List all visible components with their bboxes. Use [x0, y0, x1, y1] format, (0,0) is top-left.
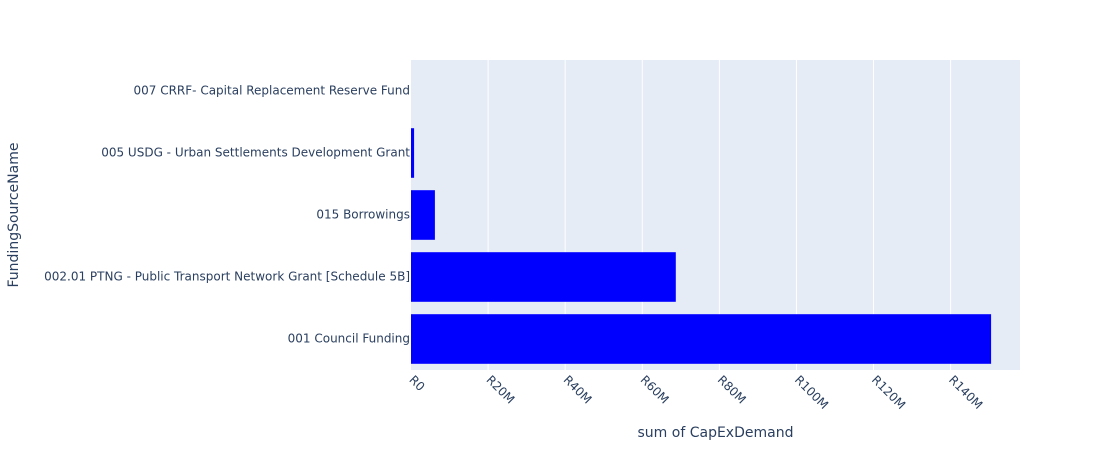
y-tick-label: 007 CRRF- Capital Replacement Reserve Fu…	[134, 84, 411, 98]
bar[interactable]	[411, 314, 992, 364]
bars	[411, 128, 992, 364]
x-tick-label: R120M	[869, 373, 908, 412]
y-tick-label: 001 Council Funding	[288, 332, 410, 346]
y-tick-label: 005 USDG - Urban Settlements Development…	[101, 146, 410, 160]
x-axis-title: sum of CapExDemand	[638, 425, 794, 441]
y-tick-label: 002.01 PTNG - Public Transport Network G…	[44, 270, 410, 284]
bar[interactable]	[411, 252, 676, 302]
x-tick-label: R40M	[561, 373, 595, 407]
bar[interactable]	[411, 128, 415, 178]
x-tick-label: R80M	[715, 373, 749, 407]
y-tick-labels: 001 Council Funding 002.01 PTNG - Public …	[44, 84, 410, 346]
x-tick-label: R20M	[483, 373, 517, 407]
bar[interactable]	[411, 190, 435, 240]
x-tick-label: R100M	[792, 373, 831, 412]
y-axis-title: FundingSourceName	[6, 143, 22, 288]
x-tick-label: R0	[406, 373, 427, 394]
x-tick-label: R140M	[946, 373, 985, 412]
y-tick-label: 015 Borrowings	[316, 208, 410, 222]
x-tick-label: R60M	[638, 373, 672, 407]
x-tick-labels: R0 R20M R40M R60M R80M R100M R120M R140M	[406, 373, 985, 412]
